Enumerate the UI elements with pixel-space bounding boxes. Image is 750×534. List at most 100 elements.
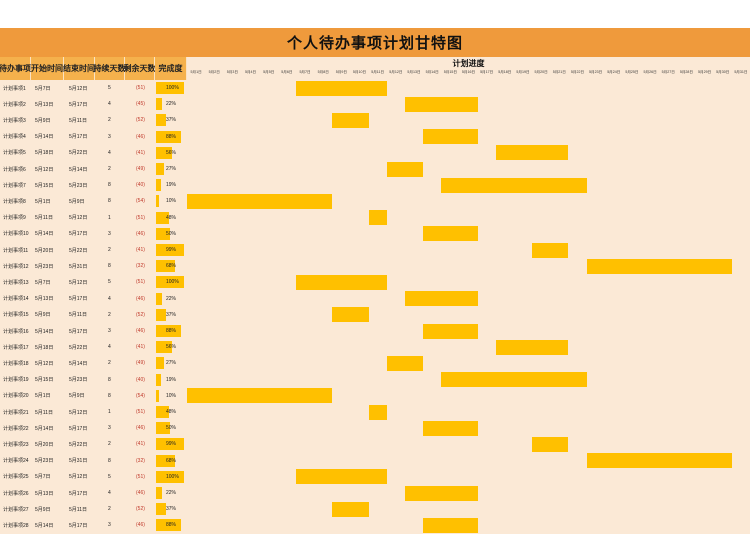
- table-row[interactable]: 计划事项9 5月11日 5月12日 1 (51) 48%: [0, 210, 187, 226]
- table-row[interactable]: 计划事项5 5月18日 5月22日 4 (41) 56%: [0, 145, 187, 161]
- duration-days: 1: [108, 214, 111, 221]
- completion-cell: 19%: [155, 372, 187, 388]
- table-row[interactable]: 计划事项13 5月7日 5月12日 5 (51) 100%: [0, 274, 187, 290]
- completion-value: 27%: [166, 360, 177, 367]
- header-completion[interactable]: 完成度: [155, 57, 187, 80]
- start-date: 5月7日: [35, 85, 51, 92]
- day-label: 5月9日: [335, 70, 347, 74]
- completion-cell: 37%: [155, 501, 187, 517]
- table-row[interactable]: 计划事项27 5月9日 5月11日 2 (52) 37%: [0, 501, 187, 517]
- completion-value: 37%: [166, 311, 177, 318]
- table-row[interactable]: 计划事项19 5月15日 5月23日 8 (40) 19%: [0, 372, 187, 388]
- gantt-bar[interactable]: [441, 177, 587, 193]
- completion-bar: [156, 114, 167, 127]
- gantt-bar[interactable]: [368, 404, 387, 420]
- remaining-days: (46): [136, 230, 145, 237]
- gantt-bar[interactable]: [187, 388, 333, 404]
- gantt-bar[interactable]: [532, 437, 569, 452]
- day-label: 5月21日: [552, 70, 566, 74]
- table-row[interactable]: 计划事项26 5月13日 5月17日 4 (46) 22%: [0, 485, 187, 501]
- table-row[interactable]: 计划事项4 5月14日 5月17日 3 (46) 88%: [0, 129, 187, 145]
- start-date: 5月14日: [35, 425, 54, 432]
- table-row[interactable]: 计划事项24 5月23日 5月31日 8 (32) 68%: [0, 453, 187, 469]
- gantt-bar[interactable]: [404, 485, 478, 501]
- gantt-bar[interactable]: [586, 453, 732, 469]
- gantt-bar[interactable]: [423, 129, 478, 145]
- task-name: 计划事项17: [3, 344, 29, 351]
- gantt-bar[interactable]: [386, 161, 424, 177]
- table-row[interactable]: 计划事项18 5月12日 5月14日 2 (49) 27%: [0, 355, 187, 371]
- end-date: 5月11日: [69, 506, 87, 513]
- gantt-bar[interactable]: [495, 339, 569, 355]
- duration-days: 4: [108, 490, 111, 496]
- start-date: 5月9日: [35, 117, 51, 124]
- gantt-bar[interactable]: [441, 372, 587, 388]
- completion-cell: 68%: [155, 258, 187, 274]
- header-remaining[interactable]: 剩余天数: [124, 57, 156, 80]
- end-date: 5月12日: [69, 279, 88, 286]
- table-row[interactable]: 计划事项20 5月1日 5月9日 8 (54) 10%: [0, 388, 187, 404]
- table-header: 待办事项 开始时间 结束时间 持续天数 剩余天数 完成度: [0, 57, 187, 80]
- task-name: 计划事项19: [3, 377, 29, 384]
- completion-value: 56%: [166, 344, 177, 351]
- gantt-bar[interactable]: [423, 323, 478, 339]
- completion-bar: [156, 195, 159, 208]
- day-label: 5月5日: [263, 70, 275, 74]
- start-date: 5月11日: [35, 409, 53, 416]
- gantt-bar[interactable]: [332, 501, 369, 517]
- completion-bar: [156, 179, 162, 192]
- completion-value: 88%: [166, 522, 177, 529]
- table-row[interactable]: 计划事项6 5月12日 5月14日 2 (49) 27%: [0, 161, 187, 177]
- remaining-days: (46): [136, 133, 145, 140]
- gantt-bar[interactable]: [495, 145, 569, 161]
- day-label: 5月16日: [461, 70, 476, 74]
- table-row[interactable]: 计划事项17 5月18日 5月22日 4 (41) 56%: [0, 339, 187, 355]
- completion-bar: [156, 163, 164, 175]
- completion-bar: [156, 227, 170, 240]
- gantt-bar[interactable]: [332, 307, 369, 323]
- gantt-bar[interactable]: [586, 258, 732, 274]
- gantt-bar[interactable]: [404, 291, 478, 307]
- gantt-bar[interactable]: [332, 113, 369, 128]
- table-row[interactable]: 计划事项14 5月13日 5月17日 4 (46) 22%: [0, 291, 187, 307]
- gantt-bar[interactable]: [532, 242, 569, 258]
- header-end[interactable]: 结束时间: [63, 57, 95, 80]
- table-row[interactable]: 计划事项2 5月13日 5月17日 4 (45) 22%: [0, 96, 187, 112]
- end-date: 5月9日: [69, 198, 85, 205]
- gantt-bar[interactable]: [404, 96, 478, 112]
- gantt-bar[interactable]: [423, 518, 478, 533]
- gantt-bar[interactable]: [386, 356, 424, 371]
- gantt-bar[interactable]: [295, 80, 387, 96]
- table-row[interactable]: 计划事项28 5月14日 5月17日 3 (46) 88%: [0, 517, 187, 533]
- end-date: 5月14日: [69, 166, 88, 173]
- gantt-bar[interactable]: [423, 226, 478, 242]
- duration-days: 1: [108, 409, 111, 415]
- completion-bar: [156, 357, 164, 370]
- table-row[interactable]: 计划事项10 5月14日 5月17日 3 (46) 50%: [0, 226, 187, 242]
- table-row[interactable]: 计划事项3 5月9日 5月11日 2 (52) 37%: [0, 112, 187, 128]
- table-row[interactable]: 计划事项7 5月15日 5月23日 8 (40) 19%: [0, 177, 187, 193]
- table-row[interactable]: 计划事项15 5月9日 5月11日 2 (52) 37%: [0, 307, 187, 323]
- table-row[interactable]: 计划事项25 5月7日 5月12日 5 (51) 100%: [0, 469, 187, 485]
- header-start[interactable]: 开始时间: [31, 57, 64, 80]
- duration-days: 3: [108, 522, 111, 529]
- start-date: 5月13日: [35, 490, 54, 497]
- gantt-bar[interactable]: [295, 469, 387, 485]
- table-row[interactable]: 计划事项11 5月20日 5月22日 2 (41) 99%: [0, 242, 187, 258]
- table-row[interactable]: 计划事项22 5月14日 5月17日 3 (46) 50%: [0, 420, 187, 436]
- gantt-bar[interactable]: [368, 210, 387, 226]
- table-row[interactable]: 计划事项23 5月20日 5月22日 2 (41) 99%: [0, 436, 187, 452]
- completion-bar: [156, 389, 159, 402]
- table-row[interactable]: 计划事项8 5月1日 5月9日 8 (54) 10%: [0, 193, 187, 209]
- remaining-days: (52): [136, 311, 145, 318]
- completion-bar: [156, 98, 163, 111]
- table-row[interactable]: 计划事项21 5月11日 5月12日 1 (51) 48%: [0, 404, 187, 420]
- header-task[interactable]: 待办事项: [0, 57, 31, 80]
- gantt-bar[interactable]: [295, 275, 387, 290]
- table-row[interactable]: 计划事项1 5月7日 5月12日 5 (51) 100%: [0, 80, 187, 96]
- table-row[interactable]: 计划事项16 5月14日 5月17日 3 (46) 88%: [0, 323, 187, 339]
- gantt-bar[interactable]: [187, 194, 333, 209]
- header-duration[interactable]: 持续天数: [94, 57, 126, 80]
- gantt-bar[interactable]: [423, 420, 478, 436]
- table-row[interactable]: 计划事项12 5月23日 5月31日 8 (32) 68%: [0, 258, 187, 274]
